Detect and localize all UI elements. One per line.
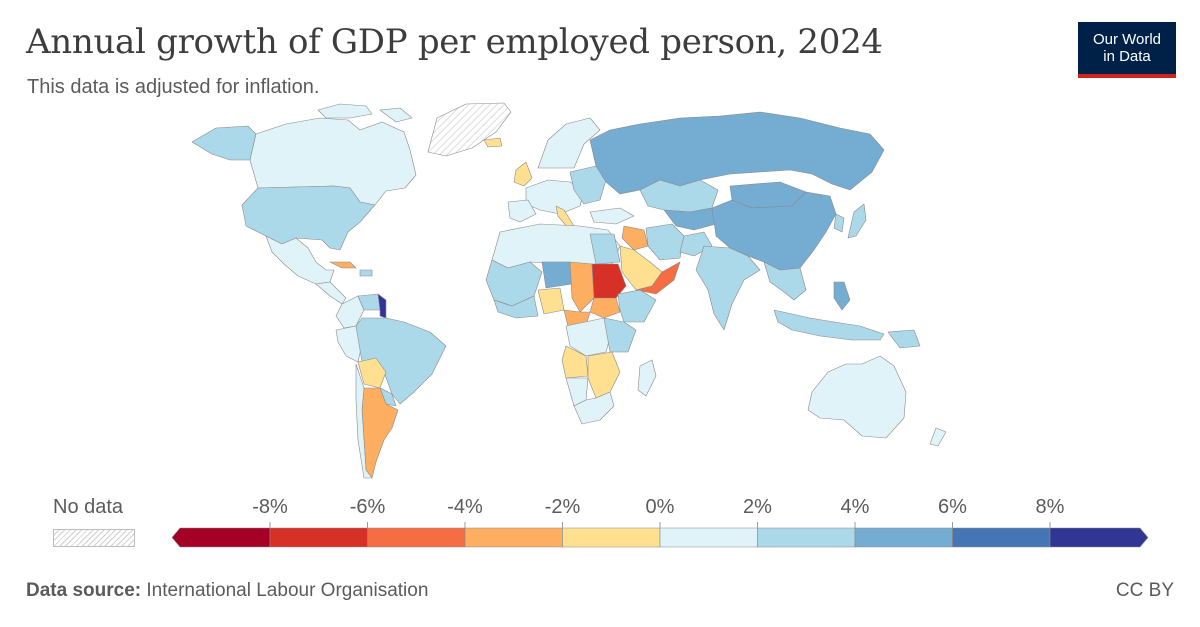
logo-line-2: in Data xyxy=(1103,48,1151,65)
legend-tick-label: 0% xyxy=(645,496,675,518)
region-west-coast[interactable] xyxy=(493,295,539,319)
region-iceland[interactable] xyxy=(483,137,503,148)
legend-tick-label: -4% xyxy=(447,496,483,518)
region-scandinavia[interactable] xyxy=(537,117,601,169)
chart-subtitle: This data is adjusted for inflation. xyxy=(27,76,320,98)
region-car[interactable] xyxy=(563,309,591,327)
region-guyana[interactable] xyxy=(377,293,387,319)
region-alaska[interactable] xyxy=(191,125,257,161)
legend-no-data-swatch[interactable] xyxy=(53,529,135,547)
region-caribbean[interactable] xyxy=(359,269,373,277)
region-philippines[interactable] xyxy=(833,281,851,311)
region-bolivia[interactable] xyxy=(357,357,387,389)
region-mexico[interactable] xyxy=(265,235,335,285)
region-east-africa[interactable] xyxy=(603,317,637,353)
region-south-sudan[interactable] xyxy=(589,297,621,319)
footer-license[interactable]: CC BY xyxy=(1115,580,1174,601)
region-russia[interactable] xyxy=(589,111,885,195)
region-iraq[interactable] xyxy=(621,225,649,251)
legend-tick-label: -2% xyxy=(544,496,581,518)
legend-tick-label: -6% xyxy=(349,496,386,518)
region-niger[interactable] xyxy=(541,261,573,289)
footer-source: Data source: International Labour Organi… xyxy=(26,580,428,602)
region-japan[interactable] xyxy=(847,203,867,239)
footer-source-value[interactable]: International Labour Organisation xyxy=(146,580,429,601)
footer-source-label: Data source: xyxy=(26,580,142,601)
region-central-america[interactable] xyxy=(315,281,347,305)
region-ethiopia[interactable] xyxy=(617,289,657,323)
logo-line-1: Our World xyxy=(1092,31,1162,48)
region-india[interactable] xyxy=(695,245,761,331)
region-angola[interactable] xyxy=(561,345,589,379)
legend-tick-label: -8% xyxy=(252,496,288,518)
region-canada-islands[interactable] xyxy=(317,103,413,123)
region-png[interactable] xyxy=(887,329,921,349)
owid-logo[interactable]: Our World in Data xyxy=(1078,22,1176,78)
legend-tick-label: 6% xyxy=(938,496,967,518)
legend-tick-label: 8% xyxy=(1035,496,1065,518)
region-yemen[interactable] xyxy=(635,261,681,295)
region-nigeria[interactable] xyxy=(537,287,565,315)
region-korea[interactable] xyxy=(833,213,845,233)
region-greenland[interactable] xyxy=(427,102,512,157)
region-iran[interactable] xyxy=(645,223,685,261)
chart-title: Annual growth of GDP per employed person… xyxy=(26,22,883,62)
legend-no-data-label: No data xyxy=(53,496,124,518)
region-se-asia[interactable] xyxy=(763,261,807,301)
region-south-africa[interactable] xyxy=(573,391,615,425)
region-cuba[interactable] xyxy=(329,261,357,269)
region-chad[interactable] xyxy=(569,261,595,313)
region-iberia[interactable] xyxy=(507,199,537,223)
region-chile[interactable] xyxy=(355,363,373,479)
region-australia[interactable] xyxy=(807,355,907,439)
region-uk[interactable] xyxy=(513,161,533,187)
region-usa[interactable] xyxy=(241,185,376,251)
legend-tick-label: 4% xyxy=(840,496,870,518)
region-turkey[interactable] xyxy=(589,207,635,225)
region-indonesia[interactable] xyxy=(773,309,885,341)
legend-tick-label: 2% xyxy=(743,496,772,518)
region-madagascar[interactable] xyxy=(637,359,657,397)
region-kazakhstan[interactable] xyxy=(639,179,719,213)
region-southern-africa[interactable] xyxy=(587,351,621,399)
region-egypt[interactable] xyxy=(589,233,621,265)
region-new-zealand[interactable] xyxy=(929,427,947,447)
